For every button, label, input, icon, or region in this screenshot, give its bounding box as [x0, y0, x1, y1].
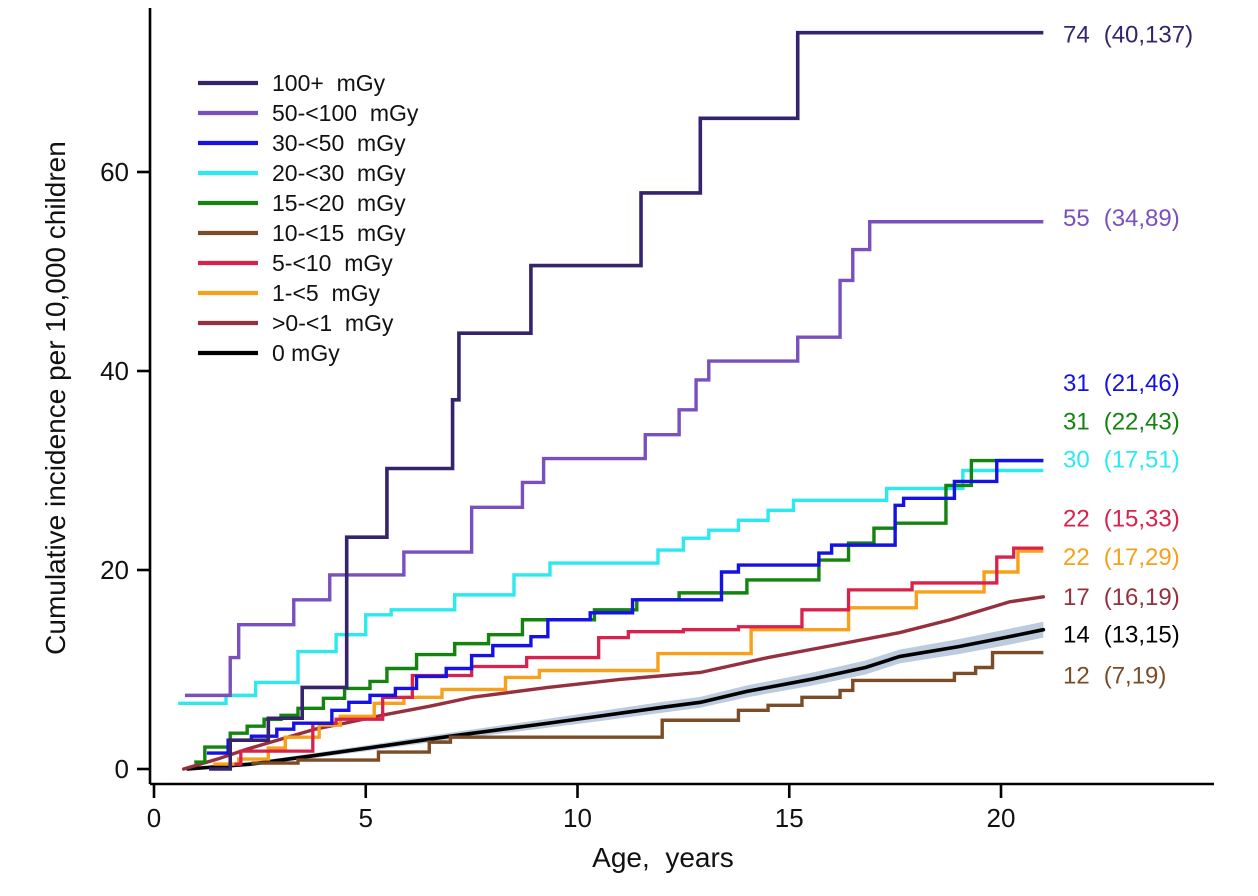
endpoint-label-0: 14 (13,15): [1063, 622, 1180, 649]
endpoint-label-10-15: 12 (7,19): [1063, 662, 1166, 689]
series-line-100plus: [209, 30, 1044, 771]
endpoint-label-0-1: 17 (16,19): [1063, 584, 1180, 611]
series-line-50-100: [184, 220, 1044, 698]
legend-label-1-5: 1-<5 mGy: [272, 280, 381, 306]
y-axis-title: Cumulative incidence per 10,000 children: [40, 141, 71, 655]
legend-label-50-100: 50-<100 mGy: [272, 100, 419, 126]
x-tick-label: 0: [147, 803, 161, 833]
y-tick-label: 40: [100, 356, 129, 386]
legend-label-5-10: 5-<10 mGy: [272, 250, 393, 276]
x-tick-label: 5: [359, 803, 373, 833]
confidence-band: [187, 621, 1044, 770]
y-tick-label: 0: [115, 754, 129, 784]
series-line-1-5: [213, 549, 1044, 766]
series-line-0: [186, 627, 1046, 771]
legend-label-100plus: 100+ mGy: [272, 70, 386, 96]
endpoint-label-15-20: 31 (22,43): [1063, 409, 1180, 436]
x-axis-title: Age, years: [592, 842, 734, 873]
legend-label-0-1: >0-<1 mGy: [272, 310, 394, 336]
x-tick-label: 10: [563, 803, 592, 833]
series-line-5-10: [234, 546, 1044, 766]
endpoint-label-30-50: 31 (21,46): [1063, 370, 1180, 397]
endpoint-label-1-5: 22 (17,29): [1063, 544, 1180, 571]
series-line-20-30: [178, 468, 1044, 706]
endpoint-label-5-10: 22 (15,33): [1063, 505, 1180, 532]
endpoint-label-50-100: 55 (34,89): [1063, 205, 1180, 232]
legend-label-15-20: 15-<20 mGy: [272, 190, 406, 216]
endpoint-label-20-30: 30 (17,51): [1063, 447, 1180, 474]
x-tick-label: 15: [775, 803, 804, 833]
y-tick-label: 20: [100, 555, 129, 585]
series-line-30-50: [206, 458, 1044, 755]
x-tick-label: 20: [987, 803, 1016, 833]
series-line-10-15: [251, 650, 1044, 765]
legend-label-20-30: 20-<30 mGy: [272, 160, 406, 186]
y-tick-label: 60: [100, 157, 129, 187]
legend-label-30-50: 30-<50 mGy: [272, 130, 406, 156]
legend-label-10-15: 10-<15 mGy: [272, 220, 406, 246]
endpoint-label-100plus: 74 (40,137): [1063, 22, 1193, 49]
series-line-0-1: [181, 595, 1046, 771]
legend-label-0: 0 mGy: [272, 340, 340, 366]
